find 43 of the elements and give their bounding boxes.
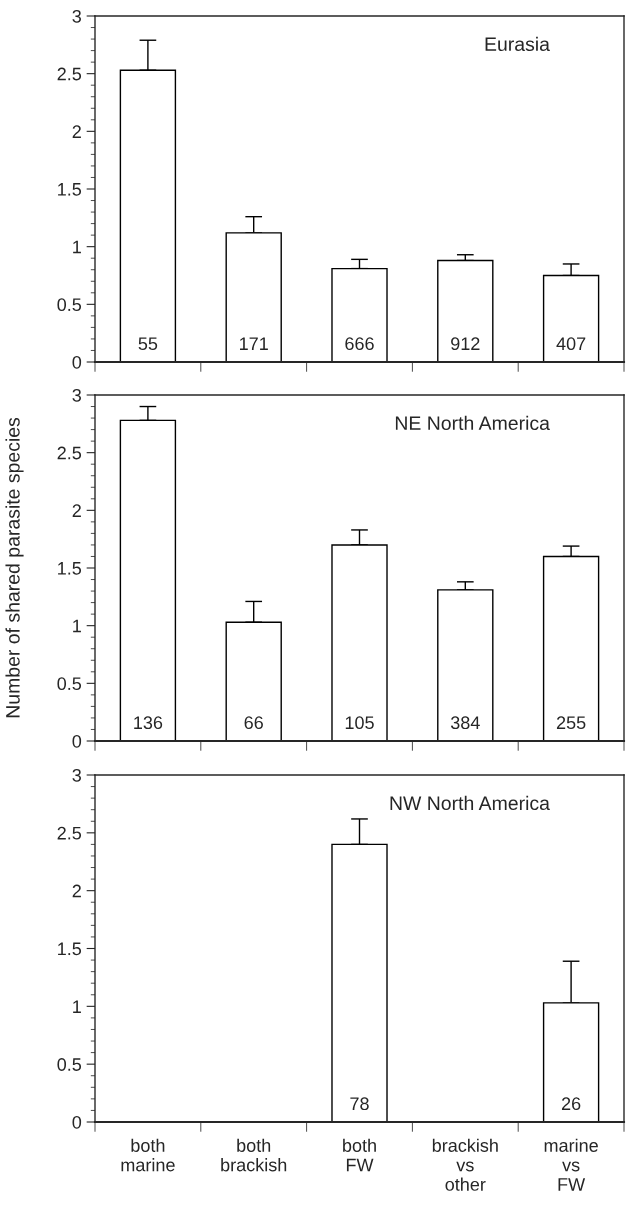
annotation: 26 [561,1097,581,1111]
text: NE North America [395,415,550,431]
y-tick-label: 3 [72,768,82,782]
y-tick-label: 3 [72,9,82,23]
y-tick-label: 2.5 [57,67,82,81]
annotation: 384 [450,716,480,730]
x-tick-label: both brackish [221,1138,287,1172]
y-tick-label: 1.5 [58,562,82,575]
y-tick-label: 0 [72,355,82,369]
y-tick-label: 2.5 [57,826,82,840]
annotation: 912 [451,337,480,351]
x-tick-label: marine vs FW [544,1138,598,1191]
y-tick-label: 1 [73,1000,81,1013]
x-tick-label: both FW [343,1138,376,1172]
text: NW North America [390,795,550,811]
y-tick-label: 1.5 [58,942,82,956]
y-tick-label: 1.5 [58,183,82,196]
y-tick-label: 0.5 [57,1058,82,1071]
y-tick-label: 0 [72,734,82,748]
y-tick-label: 0.5 [57,298,82,312]
annotation: 255 [556,716,586,730]
annotation: 55 [138,337,158,351]
annotation: 171 [240,337,268,350]
y-tick-label: 0 [72,1115,82,1129]
annotation: 136 [134,716,163,730]
y-tick-label: 2.5 [57,446,82,460]
y-tick-label: 0.5 [57,677,82,691]
annotation: 78 [350,1097,369,1111]
bar [437,259,494,362]
annotation: 66 [244,716,263,730]
y-tick-label: 1 [73,619,81,633]
y-axis-title: Number of shared parasite species [5,417,24,718]
x-tick-label: brackish vs other [432,1138,498,1191]
y-tick-label: 2 [72,884,81,898]
x-tick-label: both marine [121,1138,175,1172]
y-tick-label: 3 [72,388,82,402]
annotation: 407 [556,337,586,351]
y-tick-label: 1 [73,240,81,254]
y-tick-label: 2 [72,504,81,517]
annotation: 666 [345,337,374,351]
text: Eurasia [485,36,550,52]
annotation: 105 [345,716,374,730]
y-tick-label: 2 [72,125,81,138]
